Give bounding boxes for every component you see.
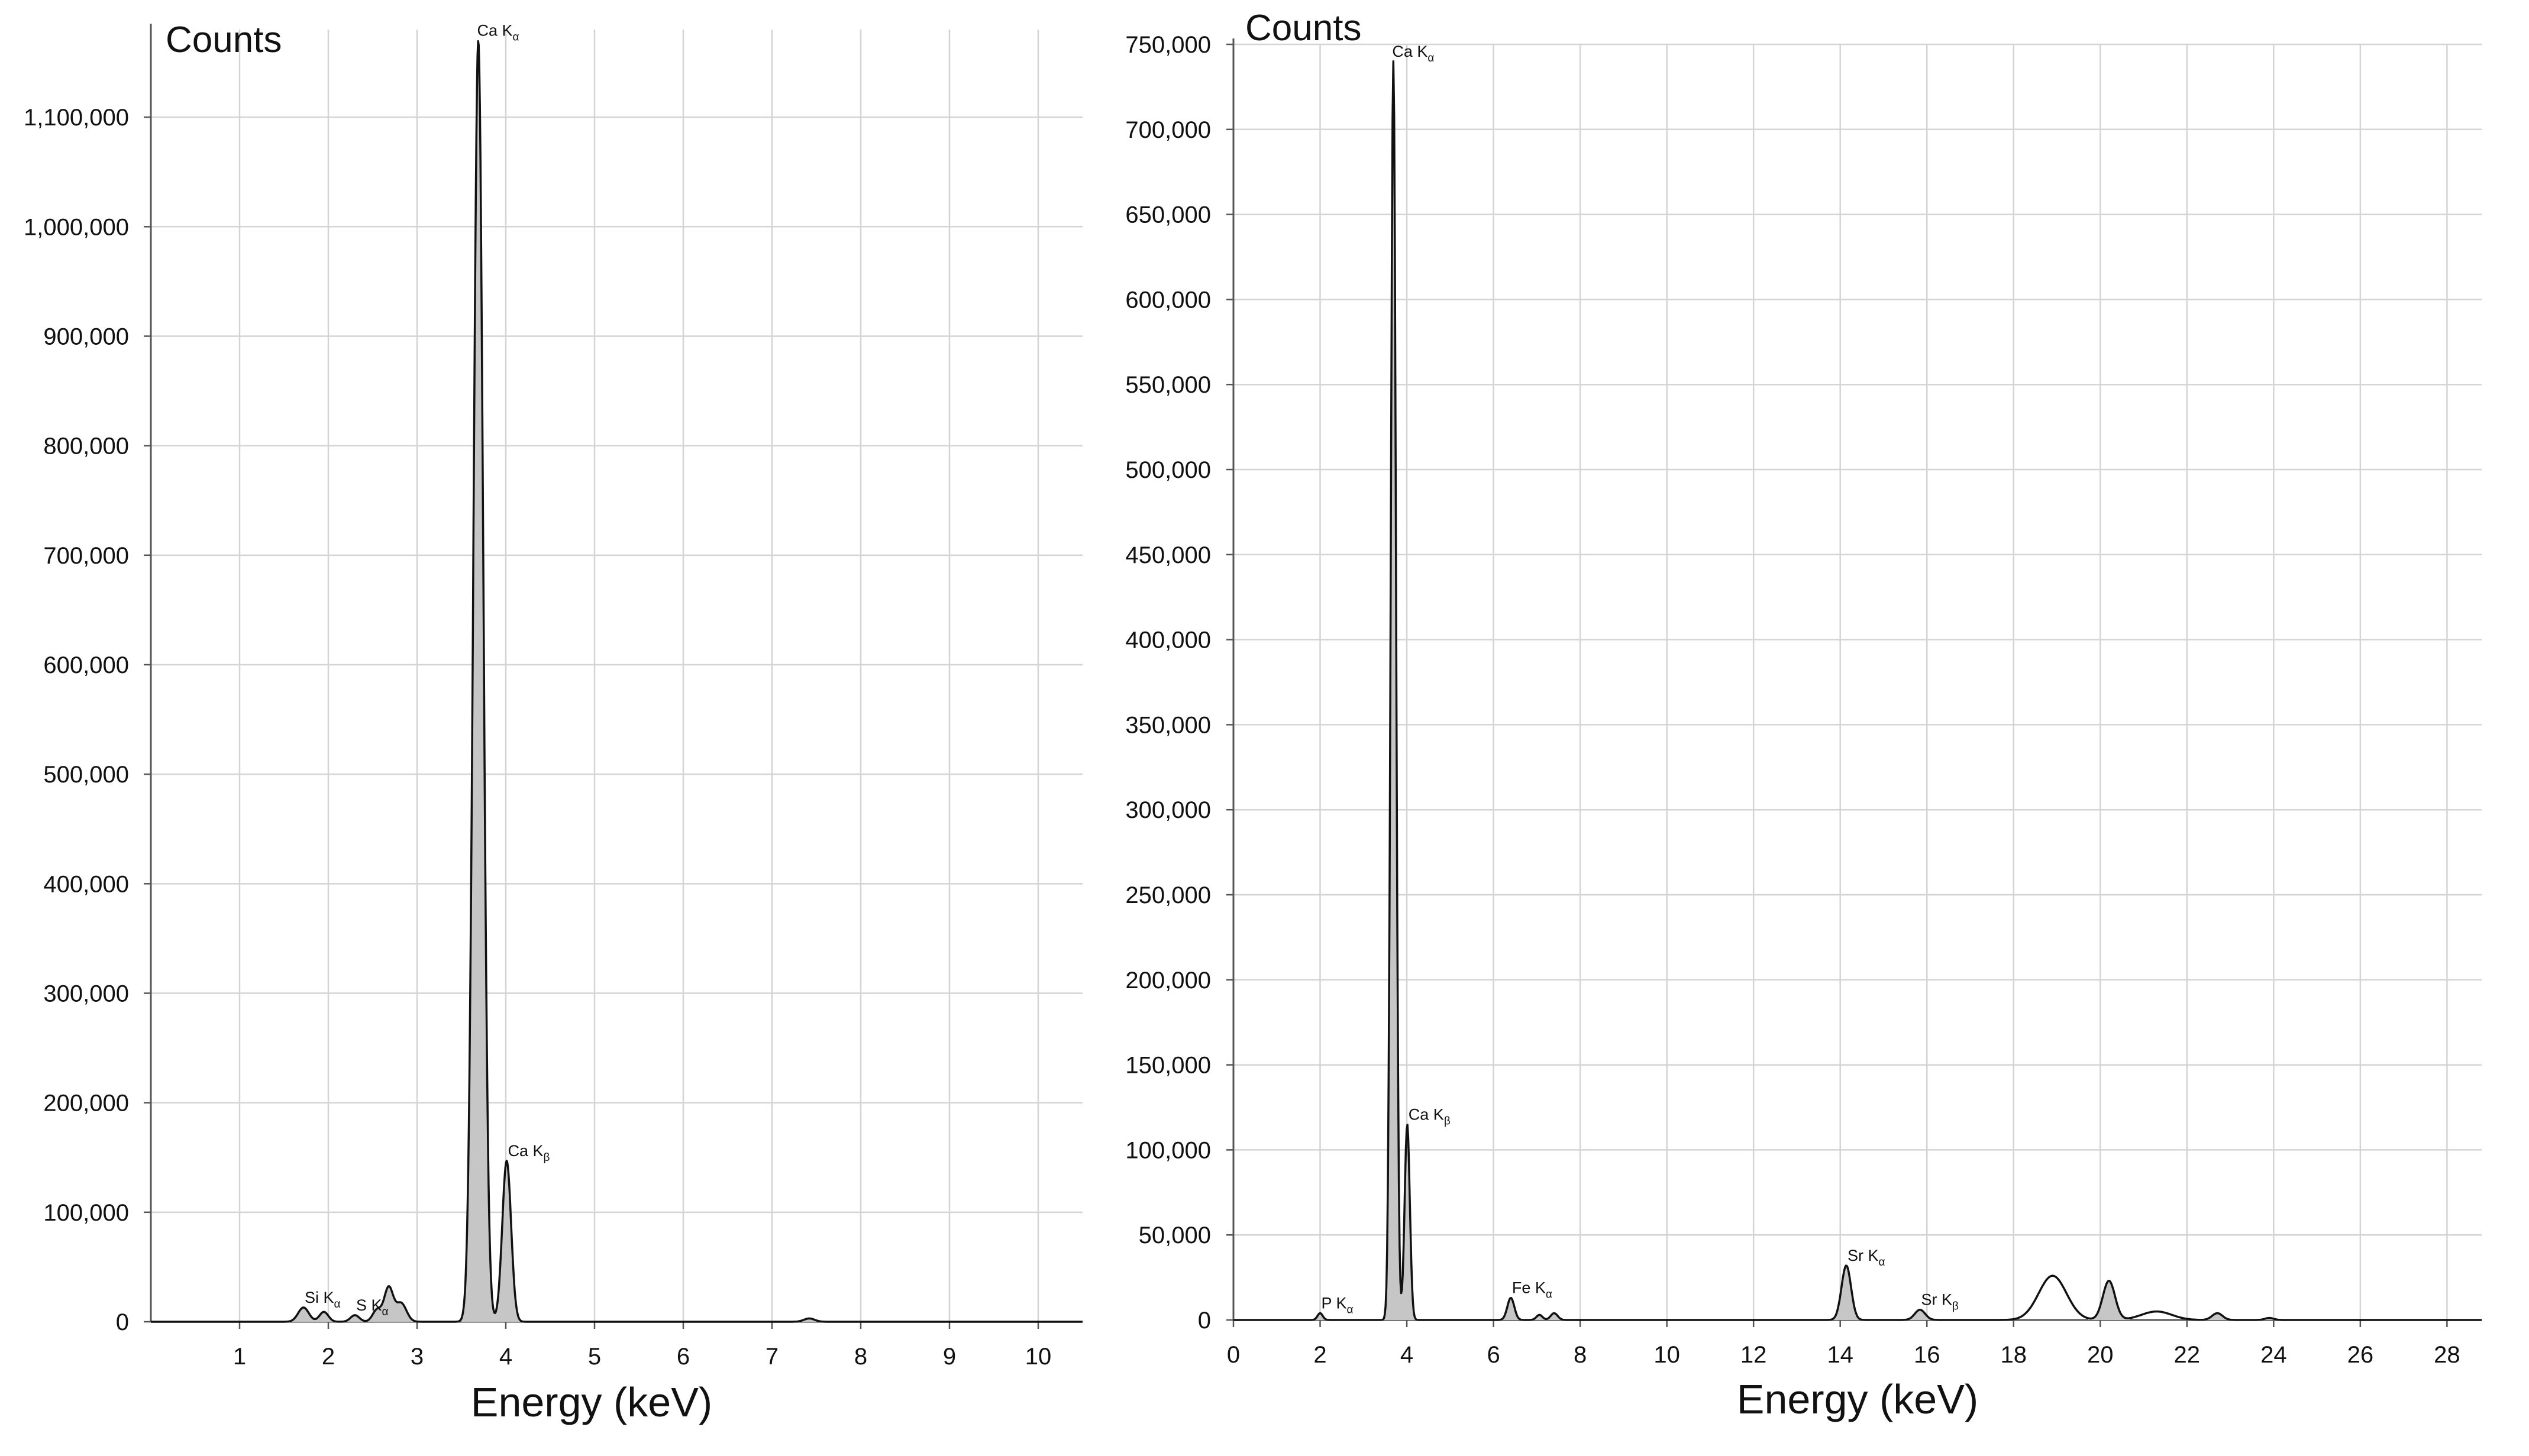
chart-panel-1: 0 100,000 200,000 300,000 400,000 500,000 600,… [24, 20, 1083, 1425]
y-tick-label: 900,000 [43, 323, 129, 350]
x-tick-label: 12 [1740, 1342, 1767, 1368]
y-tick-label: 0 [116, 1309, 129, 1335]
y-tick-label: 500,000 [43, 762, 129, 788]
peak-annotation: Ca Kβ [1409, 1105, 1451, 1127]
x-tick-label: 8 [1574, 1342, 1587, 1368]
y-tick-label: 300,000 [43, 981, 129, 1007]
peak-fill [1542, 1313, 1567, 1320]
y-axis-label: Counts [1245, 8, 1361, 48]
peak-fill [1498, 1298, 1523, 1320]
y-tick-label: 150,000 [1125, 1053, 1211, 1079]
x-tick-label: 0 [1227, 1342, 1240, 1368]
peak-fill [491, 1160, 522, 1322]
y-tick-label: 1,100,000 [24, 105, 129, 131]
y-tick-label: 0 [1198, 1308, 1211, 1334]
peak-fill [285, 1307, 322, 1322]
y-tick-label: 400,000 [43, 871, 129, 897]
x-tick-label: 7 [766, 1344, 779, 1370]
peak-annotation: Sr Kβ [1921, 1291, 1959, 1313]
x-tick-label: 18 [2001, 1342, 2027, 1368]
x-tick-label: 3 [411, 1344, 424, 1370]
y-tick-label: 700,000 [43, 543, 129, 569]
x-tick-label: 28 [2434, 1342, 2460, 1368]
peak-fill [1384, 61, 1403, 1320]
x-tick-label: 26 [2347, 1342, 2374, 1368]
peak-fill [461, 40, 496, 1322]
x-tick-label: 10 [1653, 1342, 1680, 1368]
y-tick-label: 1,000,000 [24, 214, 129, 240]
x-tick-label: 4 [1400, 1342, 1413, 1368]
y-tick-label: 800,000 [43, 433, 129, 460]
peak-annotation: Si Kα [305, 1289, 341, 1311]
peak-fill [2088, 1280, 2130, 1320]
y-tick-label: 100,000 [43, 1200, 129, 1226]
y-tick-label: 500,000 [1125, 457, 1211, 483]
x-tick-label: 4 [499, 1344, 512, 1370]
peak-fill [1829, 1266, 1863, 1320]
peak-fill [1311, 1313, 1329, 1320]
peak-annotation: Ca Kα [1392, 43, 1434, 64]
x-tick-label: 14 [1827, 1342, 1853, 1368]
y-tick-label: 100,000 [1125, 1137, 1211, 1163]
x-tick-label: 5 [588, 1344, 601, 1370]
peak-fill [2199, 1313, 2236, 1320]
y-tick-label: 450,000 [1125, 542, 1211, 568]
x-tick-label: 24 [2260, 1342, 2287, 1368]
peak-annotation: P Kα [1322, 1294, 1354, 1316]
y-tick-label: 550,000 [1125, 372, 1211, 398]
y-tick-label: 650,000 [1125, 202, 1211, 228]
y-tick-label: 50,000 [1139, 1222, 1211, 1248]
y-tick-label: 400,000 [1125, 627, 1211, 653]
x-tick-label: 22 [2174, 1342, 2201, 1368]
peak-annotation: Ca Kα [477, 22, 519, 44]
y-tick-label: 600,000 [1125, 287, 1211, 313]
x-tick-label: 6 [1487, 1342, 1500, 1368]
y-tick-label: 200,000 [1125, 968, 1211, 994]
spectrum-line [1233, 60, 2482, 1321]
peak-annotation: Ca Kβ [508, 1142, 550, 1164]
peak-annotation: Sr Kα [1848, 1247, 1885, 1269]
peak-fill [790, 1318, 828, 1322]
peak-annotation: Fe Kα [1512, 1279, 1552, 1301]
x-tick-label: 1 [233, 1344, 246, 1370]
y-tick-label: 200,000 [43, 1091, 129, 1117]
x-tick-label: 16 [1914, 1342, 1940, 1368]
peak-fill [382, 1286, 420, 1322]
y-tick-label: 250,000 [1125, 882, 1211, 908]
x-tick-label: 2 [1313, 1342, 1326, 1368]
y-tick-label: 750,000 [1125, 32, 1211, 58]
x-tick-label: 8 [854, 1344, 867, 1370]
y-tick-label: 350,000 [1125, 712, 1211, 738]
spectrum-line [150, 40, 1083, 1323]
peak-fill [1398, 1085, 1417, 1320]
y-axis-label: Counts [166, 20, 282, 60]
x-axis-label: Energy (keV) [1737, 1376, 1978, 1422]
y-tick-label: 300,000 [1125, 797, 1211, 823]
peak-annotation: S Kα [356, 1296, 389, 1318]
y-tick-label: 700,000 [1125, 117, 1211, 143]
peak-fill [1901, 1309, 1939, 1320]
x-axis-label: Energy (keV) [471, 1379, 712, 1425]
peak-fill [339, 1315, 371, 1322]
x-tick-label: 10 [1025, 1344, 1052, 1370]
x-tick-label: 2 [322, 1344, 335, 1370]
chart-panel-2: 0 50,000 100,000 150,000 200,000 250,000 300,0… [1125, 8, 2482, 1422]
x-tick-label: 20 [2087, 1342, 2114, 1368]
x-tick-label: 6 [677, 1344, 690, 1370]
x-tick-label: 9 [943, 1344, 956, 1370]
y-tick-label: 600,000 [43, 652, 129, 678]
